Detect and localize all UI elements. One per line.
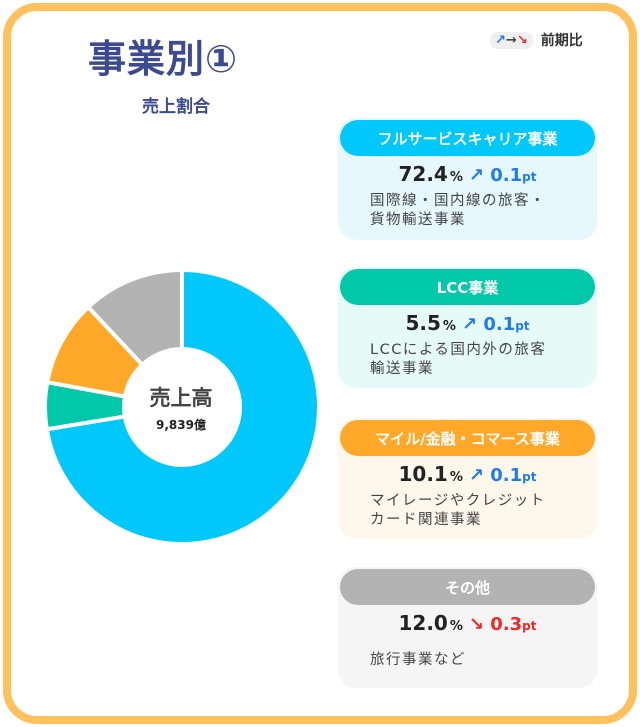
segment-title: フルサービスキャリア事業 bbox=[340, 120, 595, 156]
right-arrow-icon: → bbox=[505, 32, 517, 48]
segment-change: 0.3 bbox=[490, 614, 523, 635]
segment-description: 国際線・国内線の旅客・ 貨物輸送事業 bbox=[370, 192, 597, 230]
segment-description: LCCによる国内外の旅客 輸送事業 bbox=[370, 341, 597, 379]
trend-arrow-icon: ↗ bbox=[468, 465, 484, 486]
segment-percent: 5.5 bbox=[405, 311, 441, 335]
segment-percent: 72.4 bbox=[398, 162, 448, 186]
segment-stat: 10.1% ↗ 0.1pt bbox=[338, 462, 597, 486]
segment-title: LCC事業 bbox=[340, 269, 595, 305]
trend-arrow-icon: ↘ bbox=[468, 614, 484, 635]
segment-card: LCC事業 5.5% ↗ 0.1pt LCCによる国内外の旅客 輸送事業 bbox=[338, 267, 597, 388]
segment-title: マイル/金融・コマース事業 bbox=[340, 420, 595, 456]
segment-stat: 12.0% ↘ 0.3pt bbox=[338, 611, 597, 635]
segment-stat: 5.5% ↗ 0.1pt bbox=[338, 311, 597, 335]
page-title: 事業別① bbox=[88, 37, 239, 81]
description-line: 貨物輸送事業 bbox=[370, 212, 466, 228]
up-arrow-icon: ↗ bbox=[495, 32, 506, 48]
description-line: LCCによる国内外の旅客 bbox=[370, 342, 547, 358]
segment-change: 0.1 bbox=[483, 314, 516, 335]
segment-change: 0.1 bbox=[490, 165, 523, 186]
change-unit: pt bbox=[515, 319, 530, 333]
center-value: 9,839億 bbox=[156, 418, 206, 432]
legend: ↗→↘ 前期比 bbox=[490, 30, 583, 50]
description-line: カード関連事業 bbox=[370, 512, 482, 528]
change-unit: pt bbox=[522, 619, 537, 633]
center-label: 売上高 bbox=[149, 386, 213, 410]
segment-description: 旅行事業など bbox=[370, 651, 597, 670]
donut-slice-4 bbox=[86, 268, 184, 367]
change-unit: pt bbox=[522, 170, 537, 184]
description-line: 輸送事業 bbox=[370, 361, 434, 377]
description-line: マイレージやクレジット bbox=[370, 493, 546, 509]
description-line: 国際線・国内線の旅客・ bbox=[370, 193, 546, 209]
percent-unit: % bbox=[449, 170, 463, 185]
change-unit: pt bbox=[522, 470, 537, 484]
trend-arrows: ↗→↘ bbox=[490, 31, 533, 49]
segment-card: マイル/金融・コマース事業 10.1% ↗ 0.1pt マイレージやクレジット カー… bbox=[338, 418, 597, 539]
segment-percent: 12.0 bbox=[398, 611, 448, 635]
segment-card: フルサービスキャリア事業 72.4% ↗ 0.1pt 国際線・国内線の旅客・ 貨物輸… bbox=[338, 118, 597, 240]
page-subtitle: 売上割合 bbox=[142, 97, 210, 117]
trend-arrow-icon: ↗ bbox=[461, 314, 478, 335]
segment-description: マイレージやクレジット カード関連事業 bbox=[370, 492, 597, 530]
down-arrow-icon: ↘ bbox=[516, 32, 528, 48]
percent-unit: % bbox=[449, 619, 463, 634]
percent-unit: % bbox=[442, 319, 456, 334]
segment-stat: 72.4% ↗ 0.1pt bbox=[338, 162, 597, 186]
segment-change: 0.1 bbox=[490, 465, 523, 486]
donut-center: 売上高 9,839億 bbox=[121, 382, 241, 433]
percent-unit: % bbox=[449, 470, 463, 485]
trend-arrow-icon: ↗ bbox=[468, 165, 484, 186]
segment-card: その他 12.0% ↘ 0.3pt 旅行事業など bbox=[338, 567, 597, 688]
legend-label: 前期比 bbox=[540, 33, 583, 49]
segment-title: その他 bbox=[340, 569, 595, 605]
description-line: 旅行事業など bbox=[370, 652, 466, 668]
donut-slice-1 bbox=[44, 268, 321, 546]
segment-percent: 10.1 bbox=[398, 462, 448, 486]
